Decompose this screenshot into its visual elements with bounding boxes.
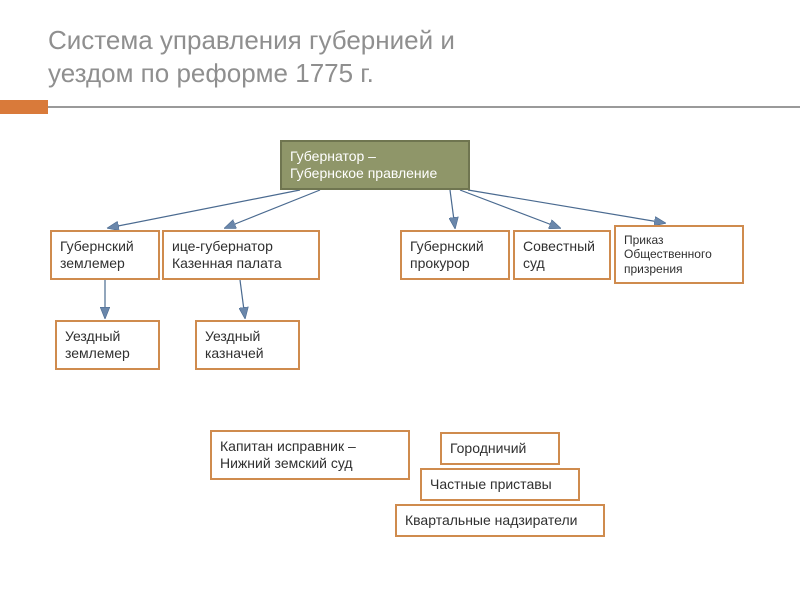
- node-vice: ице-губернаторКазенная палата: [162, 230, 320, 280]
- node-kvartal: Квартальные надзиратели: [395, 504, 605, 537]
- edge-4: [468, 190, 665, 223]
- node-uzeml: Уездныйземлемер: [55, 320, 160, 370]
- node-sovest: Совестныйсуд: [513, 230, 611, 280]
- node-ukazn: Уездныйказначей: [195, 320, 300, 370]
- page-title: Система управления губернией и уездом по…: [48, 24, 455, 89]
- node-root: Губернатор –Губернское правление: [280, 140, 470, 190]
- title-line-2: уездом по реформе 1775 г.: [48, 58, 374, 88]
- node-zemlemer: Губернскийземлемер: [50, 230, 160, 280]
- edge-1: [225, 190, 320, 228]
- edge-0: [108, 190, 300, 228]
- accent-line: [48, 106, 800, 108]
- accent-bar: [0, 100, 48, 114]
- node-prikaz: ПриказОбщественногопризрения: [614, 225, 744, 284]
- node-prokuror: Губернскийпрокурор: [400, 230, 510, 280]
- edge-6: [240, 280, 245, 318]
- node-kapitan: Капитан исправник –Нижний земский суд: [210, 430, 410, 480]
- title-line-1: Система управления губернией и: [48, 25, 455, 55]
- edge-3: [460, 190, 560, 228]
- node-chastn: Частные приставы: [420, 468, 580, 501]
- node-gorodn: Городничий: [440, 432, 560, 465]
- edge-2: [450, 190, 455, 228]
